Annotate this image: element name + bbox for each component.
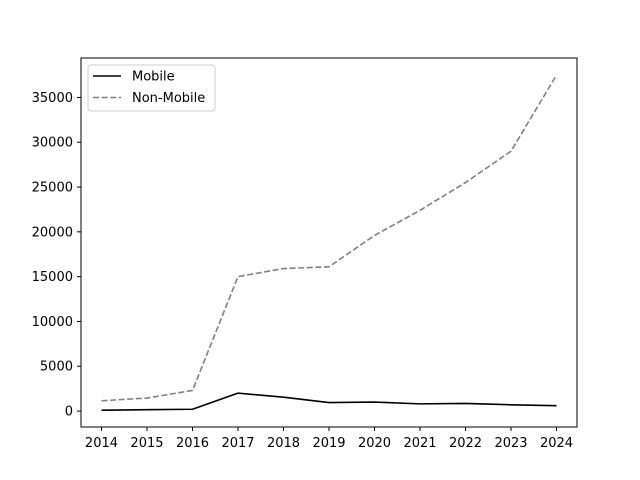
x-tick-label: 2022 (449, 436, 482, 451)
y-tick-label: 15000 (32, 270, 73, 285)
x-tick-label: 2020 (358, 436, 391, 451)
x-tick-label: 2015 (130, 436, 163, 451)
x-tick-label: 2021 (403, 436, 436, 451)
x-tick-label: 2018 (267, 436, 300, 451)
x-tick-label: 2016 (176, 436, 209, 451)
legend-label-non-mobile: Non-Mobile (132, 91, 205, 106)
x-tick-label: 2017 (221, 436, 254, 451)
plot-area (81, 58, 577, 427)
x-tick-label: 2024 (540, 436, 573, 451)
y-tick-label: 25000 (32, 181, 73, 196)
series-layer (101, 74, 558, 411)
y-tick-label: 20000 (32, 225, 73, 240)
x-tick-label: 2014 (85, 436, 118, 451)
y-tick-label: 35000 (32, 91, 73, 106)
legend: Mobile Non-Mobile (87, 64, 216, 112)
y-axis: 0 5000 10000 15000 20000 25000 30000 35000 (32, 91, 81, 420)
y-tick-label: 10000 (32, 315, 73, 330)
x-axis: 2014 2015 2016 2017 2018 2019 2020 2021 2022 2023… (85, 427, 573, 451)
legend-label-mobile: Mobile (132, 70, 175, 85)
series-line-mobile (101, 392, 557, 411)
series-line-non-mobile (101, 74, 558, 402)
x-tick-label: 2023 (494, 436, 527, 451)
y-tick-label: 5000 (40, 360, 73, 375)
x-tick-label: 2019 (312, 436, 345, 451)
y-tick-label: 0 (65, 405, 73, 420)
y-tick-label: 30000 (32, 136, 73, 151)
